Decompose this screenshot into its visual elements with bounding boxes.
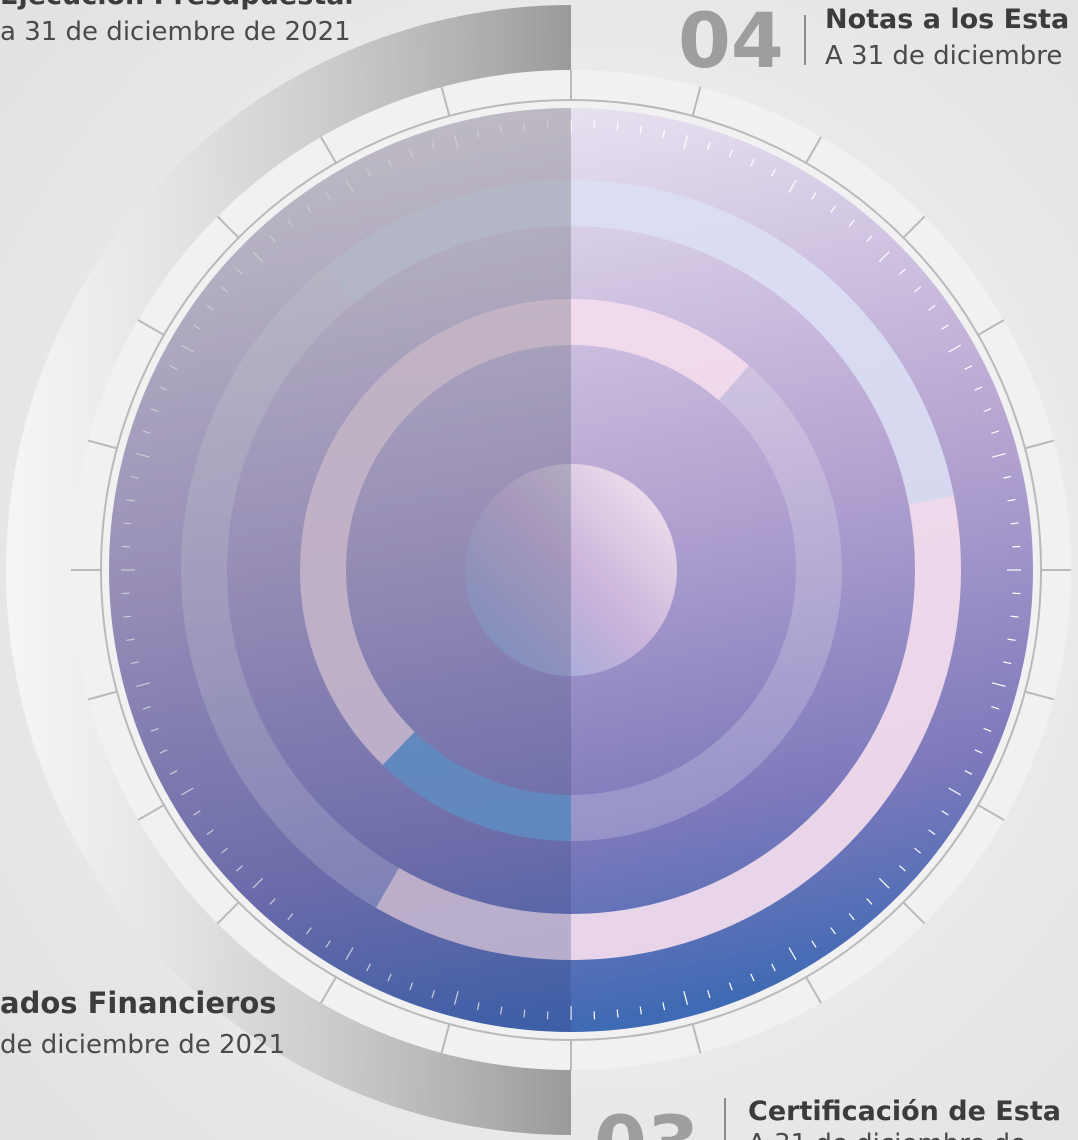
minor-tick (617, 122, 618, 130)
section-subtitle: A 31 de diciembre (825, 41, 1062, 71)
section-title: Notas a los Esta (825, 4, 1069, 35)
section-title: Certificación de Esta (748, 1096, 1061, 1127)
minor-tick (1011, 523, 1019, 524)
minor-tick (1011, 616, 1019, 617)
section-subtitle: A 31 de diciembre de (748, 1129, 1026, 1140)
graphic: Ejecución Presupuestal a 31 de diciembre… (0, 0, 1078, 1140)
section-subtitle: de diciembre de 2021 (0, 1030, 285, 1060)
page: {"sections": [ {"title": "Ejecución Pres… (0, 0, 1078, 1140)
section-subtitle: a 31 de diciembre de 2021 (0, 17, 351, 47)
section-number: 04 (678, 0, 784, 85)
section-title: ados Financieros (0, 986, 277, 1020)
section-title: Ejecución Presupuestal (0, 0, 354, 11)
minor-tick (617, 1010, 618, 1018)
section-number: 03 (594, 1099, 700, 1140)
